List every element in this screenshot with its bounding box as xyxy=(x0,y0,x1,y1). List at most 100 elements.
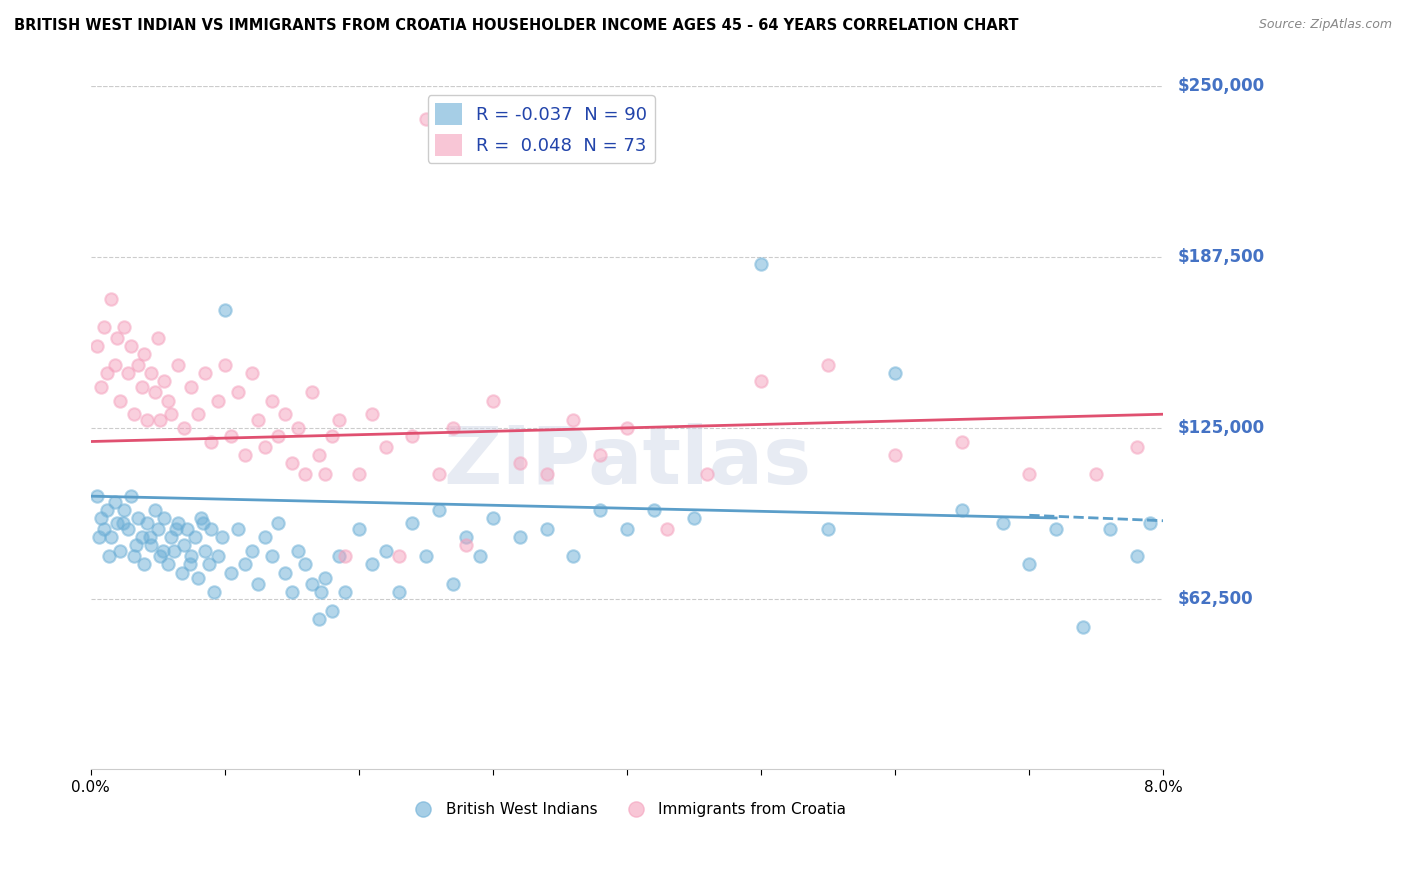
Point xyxy=(274,407,297,421)
Text: $187,500: $187,500 xyxy=(1177,248,1264,266)
Point xyxy=(86,339,108,353)
Point xyxy=(194,366,217,380)
Point xyxy=(657,522,679,536)
Point xyxy=(90,380,112,394)
Point xyxy=(321,429,343,443)
Point xyxy=(131,530,153,544)
Point xyxy=(335,549,357,564)
Text: $62,500: $62,500 xyxy=(1177,590,1253,607)
Point xyxy=(157,558,180,572)
Point xyxy=(950,503,973,517)
Point xyxy=(233,448,256,462)
Point xyxy=(427,503,450,517)
Point xyxy=(415,112,437,127)
Point xyxy=(294,467,316,482)
Text: BRITISH WEST INDIAN VS IMMIGRANTS FROM CROATIA HOUSEHOLDER INCOME AGES 45 - 64 Y: BRITISH WEST INDIAN VS IMMIGRANTS FROM C… xyxy=(14,18,1018,33)
Point xyxy=(233,558,256,572)
Point xyxy=(153,375,176,389)
Point xyxy=(160,530,183,544)
Point xyxy=(100,530,122,544)
Point xyxy=(100,293,122,307)
Point xyxy=(281,584,304,599)
Point xyxy=(991,516,1014,531)
Point xyxy=(260,549,283,564)
Point xyxy=(267,516,290,531)
Point xyxy=(1018,467,1040,482)
Point xyxy=(165,522,187,536)
Point xyxy=(112,319,135,334)
Point xyxy=(456,538,478,552)
Point xyxy=(314,467,336,482)
Point xyxy=(281,456,304,470)
Point xyxy=(427,467,450,482)
Point xyxy=(153,511,176,525)
Point xyxy=(96,366,118,380)
Point xyxy=(287,421,309,435)
Point xyxy=(122,549,145,564)
Point xyxy=(361,407,384,421)
Point xyxy=(194,543,217,558)
Point xyxy=(441,576,464,591)
Point xyxy=(226,522,249,536)
Point xyxy=(274,566,297,580)
Text: Source: ZipAtlas.com: Source: ZipAtlas.com xyxy=(1258,18,1392,31)
Point xyxy=(328,412,350,426)
Point xyxy=(1098,522,1121,536)
Point xyxy=(253,530,276,544)
Point xyxy=(1139,516,1161,531)
Point xyxy=(562,412,585,426)
Point xyxy=(884,448,907,462)
Point xyxy=(311,584,333,599)
Point xyxy=(117,522,139,536)
Point xyxy=(207,393,229,408)
Point xyxy=(125,538,148,552)
Point xyxy=(301,576,323,591)
Point xyxy=(127,511,149,525)
Point xyxy=(214,358,236,372)
Point xyxy=(347,522,370,536)
Point xyxy=(294,558,316,572)
Point xyxy=(143,503,166,517)
Point xyxy=(120,489,142,503)
Point xyxy=(117,366,139,380)
Point xyxy=(146,522,169,536)
Point xyxy=(441,421,464,435)
Point xyxy=(482,393,505,408)
Point xyxy=(180,549,202,564)
Point xyxy=(120,339,142,353)
Point xyxy=(415,549,437,564)
Point xyxy=(335,584,357,599)
Point xyxy=(90,511,112,525)
Point xyxy=(468,549,491,564)
Point xyxy=(214,303,236,318)
Point xyxy=(166,358,188,372)
Point xyxy=(200,434,222,449)
Point xyxy=(247,412,270,426)
Point xyxy=(1125,549,1147,564)
Point xyxy=(247,576,270,591)
Point xyxy=(321,604,343,618)
Point xyxy=(134,347,156,361)
Point xyxy=(170,566,193,580)
Point xyxy=(163,543,186,558)
Point xyxy=(749,257,772,271)
Point xyxy=(193,516,215,531)
Point xyxy=(200,522,222,536)
Point xyxy=(817,522,839,536)
Point xyxy=(197,558,219,572)
Point xyxy=(87,530,110,544)
Point xyxy=(122,407,145,421)
Point xyxy=(93,319,115,334)
Text: $250,000: $250,000 xyxy=(1177,78,1264,95)
Point xyxy=(308,448,330,462)
Point xyxy=(749,375,772,389)
Point xyxy=(149,549,172,564)
Point xyxy=(1045,522,1067,536)
Point xyxy=(221,429,243,443)
Point xyxy=(139,366,162,380)
Point xyxy=(643,503,665,517)
Point xyxy=(696,467,718,482)
Point xyxy=(361,558,384,572)
Point xyxy=(401,516,423,531)
Point xyxy=(211,530,233,544)
